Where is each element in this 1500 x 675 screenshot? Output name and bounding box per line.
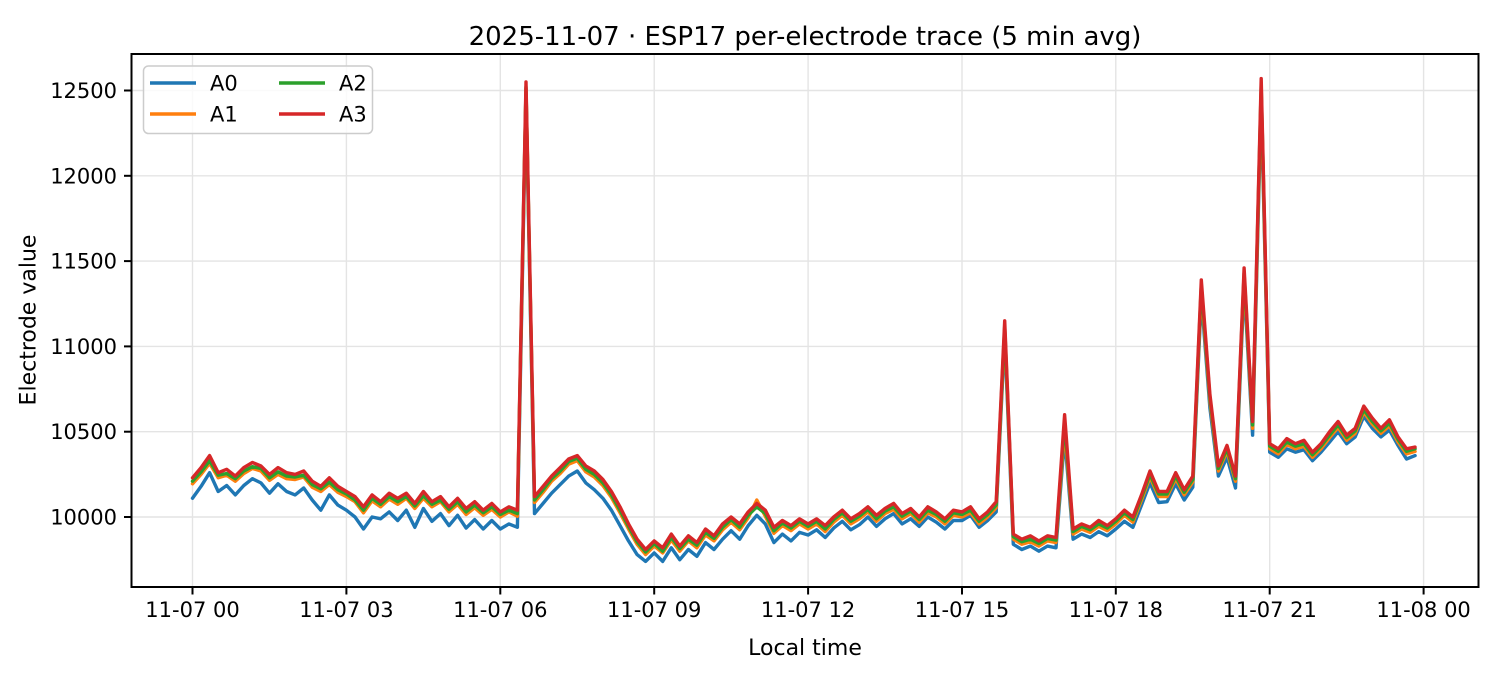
x-tick-label: 11-07 18 [1069, 598, 1163, 622]
legend-label-A0: A0 [210, 72, 238, 96]
series-line-A3 [190, 76, 1417, 552]
chart-title: 2025-11-07 · ESP17 per-electrode trace (… [468, 22, 1142, 52]
axes-frame [130, 53, 1480, 588]
x-tick-label: 11-07 09 [607, 598, 701, 622]
legend-item-A3: A3 [279, 103, 367, 127]
series-line-A1 [190, 87, 1417, 557]
y-tick-label: 11500 [50, 250, 117, 274]
x-axis-label: Local time [748, 636, 862, 661]
legend-label-A3: A3 [339, 103, 367, 127]
y-tick-label: 10000 [50, 506, 117, 530]
y-axis-label: Electrode value [16, 234, 42, 406]
series-lines [190, 76, 1417, 564]
legend-label-A1: A1 [210, 103, 238, 127]
x-tick-label: 11-07 00 [145, 598, 239, 622]
x-tick-label: 11-07 03 [299, 598, 393, 622]
y-tick-labels: 10000 10500 11000 11500 12000 12500 [50, 79, 117, 530]
series-line-A2 [190, 83, 1417, 554]
legend-item-A0: A0 [150, 72, 238, 96]
x-tick-labels: 11-07 00 11-07 03 11-07 06 11-07 09 11-07 12… [145, 598, 1471, 622]
legend-item-A1: A1 [150, 103, 238, 127]
legend: A0 A1 A2 A3 [142, 65, 374, 135]
y-tick-label: 12500 [50, 79, 117, 103]
x-tick-label: 11-07 06 [453, 598, 547, 622]
x-tick-label: 11-07 21 [1222, 598, 1316, 622]
tick-marks [124, 89, 1425, 595]
x-tick-label: 11-07 15 [915, 598, 1009, 622]
y-tick-label: 12000 [50, 164, 117, 188]
y-tick-label: 11000 [50, 335, 117, 359]
legend-item-A2: A2 [279, 72, 367, 96]
x-tick-label: 11-07 12 [761, 598, 855, 622]
legend-label-A2: A2 [339, 72, 367, 96]
series-line-A0 [190, 93, 1417, 564]
x-tick-label: 11-08 00 [1376, 598, 1470, 622]
y-tick-label: 10500 [50, 420, 117, 444]
gridlines [131, 54, 1479, 587]
